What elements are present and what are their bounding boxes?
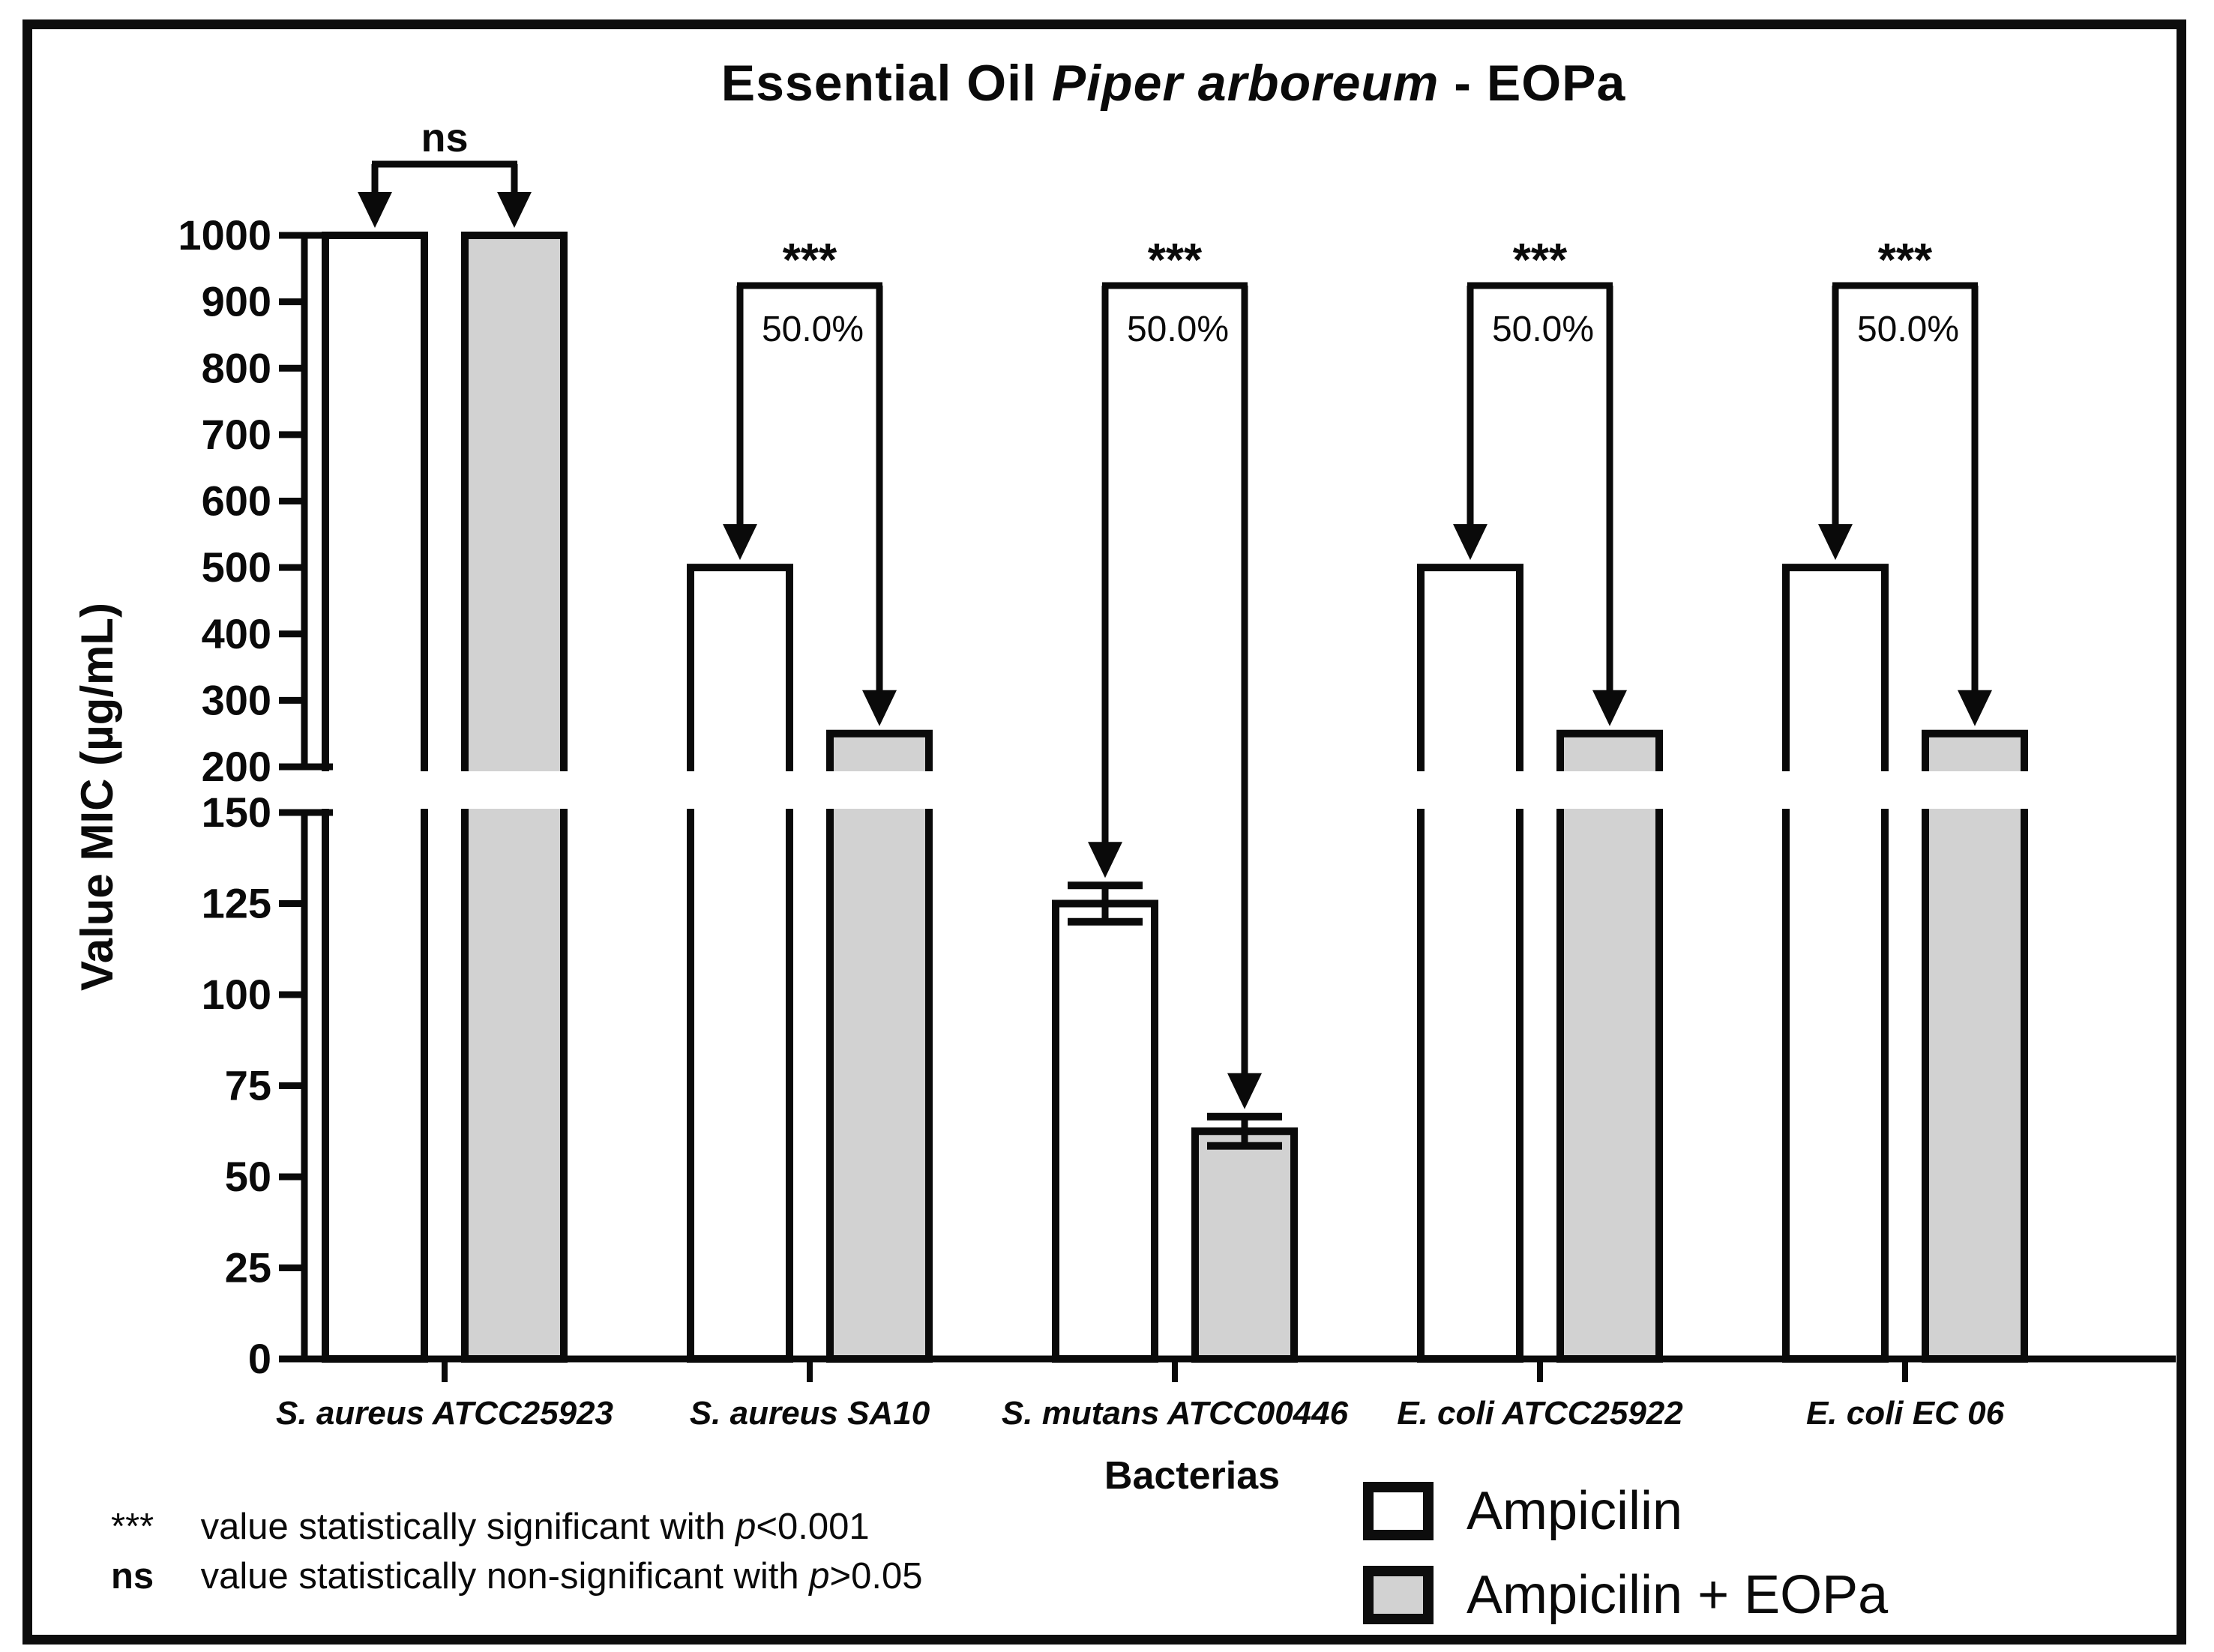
footnotes: *** value statistically significant with… [111,1502,922,1601]
significance-stars-group2: *** [783,235,837,286]
y-tick-label-50: 50 [225,1153,271,1200]
footnote-significant: *** value statistically significant with… [111,1502,922,1552]
footnote-nonsignificant: ns value statistically non-significant w… [111,1552,922,1601]
x-category-label-group4: E. coli ATCC25922 [1397,1395,1683,1432]
y-axis-title: Value MIC (µg/mL) [72,603,122,991]
figure-frame [22,19,2186,1645]
x-category-label-group3: S. mutans ATCC00446 [1002,1395,1349,1432]
chart-title-prefix: Essential Oil [721,55,1052,112]
footnote-significant-p: p [736,1507,756,1547]
chart-title: Essential Oil Piper arboreum - EOPa [127,54,2214,112]
bar-ampicilin-group5 [1782,564,1889,1363]
reduction-percent-group3: 50.0% [1127,310,1229,349]
legend-item-ampicilin: Ampicilin [1363,1480,1888,1542]
arrow-head-icon [1453,524,1487,561]
legend-label-ampicilin: Ampicilin [1467,1481,1683,1541]
legend-swatch-ampicilin [1363,1482,1434,1540]
arrow-head-icon [1592,690,1627,726]
bar-ampicilin-eopa-group3 [1191,1127,1298,1363]
bar-ampicilin-group4 [1417,564,1523,1363]
reduction-percent-group5: 50.0% [1857,310,1959,349]
ns-label-group1: ns [421,115,468,160]
y-tick-label-400: 400 [202,610,271,657]
y-tick-label-900: 900 [202,278,271,325]
bar-ampicilin-group3 [1052,899,1158,1363]
legend-label-ampicilin-eopa: Ampicilin + EOPa [1467,1565,1889,1625]
arrow-head-icon [723,524,757,561]
reduction-percent-group4: 50.0% [1492,310,1594,349]
bar-ampicilin-eopa-group4 [1556,729,1663,1363]
reduction-percent-group2: 50.0% [762,310,864,349]
footnote-nonsignificant-marker: ns [111,1556,154,1597]
footnote-significant-text: value statistically significant with [190,1507,736,1547]
y-tick-label-75: 75 [225,1062,271,1109]
significance-stars-group5: *** [1878,235,1933,286]
significance-stars-group3: *** [1148,235,1203,286]
footnote-nonsignificant-tail: >0.05 [829,1556,923,1597]
x-category-label-group2: S. aureus SA10 [690,1395,930,1432]
legend-item-ampicilin-eopa: Ampicilin + EOPa [1363,1564,1888,1626]
y-tick-label-700: 700 [202,411,271,458]
chart-title-suffix: - EOPa [1439,55,1626,112]
y-tick-label-600: 600 [202,477,271,525]
chart-title-species: Piper arboreum [1051,55,1440,112]
x-category-label-group5: E. coli EC 06 [1806,1395,2005,1432]
footnote-nonsignificant-text: value statistically non-significant with [190,1556,810,1597]
footnote-nonsignificant-p: p [809,1556,830,1597]
y-tick-label-1000: 1000 [178,211,271,259]
arrow-head-icon [1088,842,1122,878]
y-tick-label-0: 0 [248,1335,271,1382]
bar-ampicilin-eopa-group5 [1922,729,2028,1363]
y-tick-label-300: 300 [202,676,271,723]
footnote-significant-marker: *** [111,1507,154,1547]
y-tick-label-125: 125 [202,880,271,927]
footnote-significant-tail: <0.001 [756,1507,870,1547]
legend: Ampicilin Ampicilin + EOPa [1363,1480,1888,1648]
arrow-head-icon [1818,524,1853,561]
arrow-head-icon [497,192,532,228]
y-tick-label-500: 500 [202,543,271,591]
arrow-head-icon [862,690,897,726]
y-tick-label-25: 25 [225,1244,271,1291]
x-axis-title: Bacterias [1104,1454,1280,1498]
legend-swatch-ampicilin-eopa [1363,1566,1434,1624]
bar-ampicilin-group2 [687,564,793,1363]
y-tick-label-150: 150 [202,789,271,836]
y-tick-label-200: 200 [202,743,271,790]
significance-stars-group4: *** [1513,235,1568,286]
y-tick-label-100: 100 [202,971,271,1018]
arrow-head-icon [358,192,392,228]
x-category-label-group1: S. aureus ATCC25923 [276,1395,613,1432]
bar-ampicilin-eopa-group2 [826,729,933,1363]
arrow-head-icon [1227,1073,1262,1109]
arrow-head-icon [1958,690,1992,726]
y-tick-label-800: 800 [202,344,271,391]
